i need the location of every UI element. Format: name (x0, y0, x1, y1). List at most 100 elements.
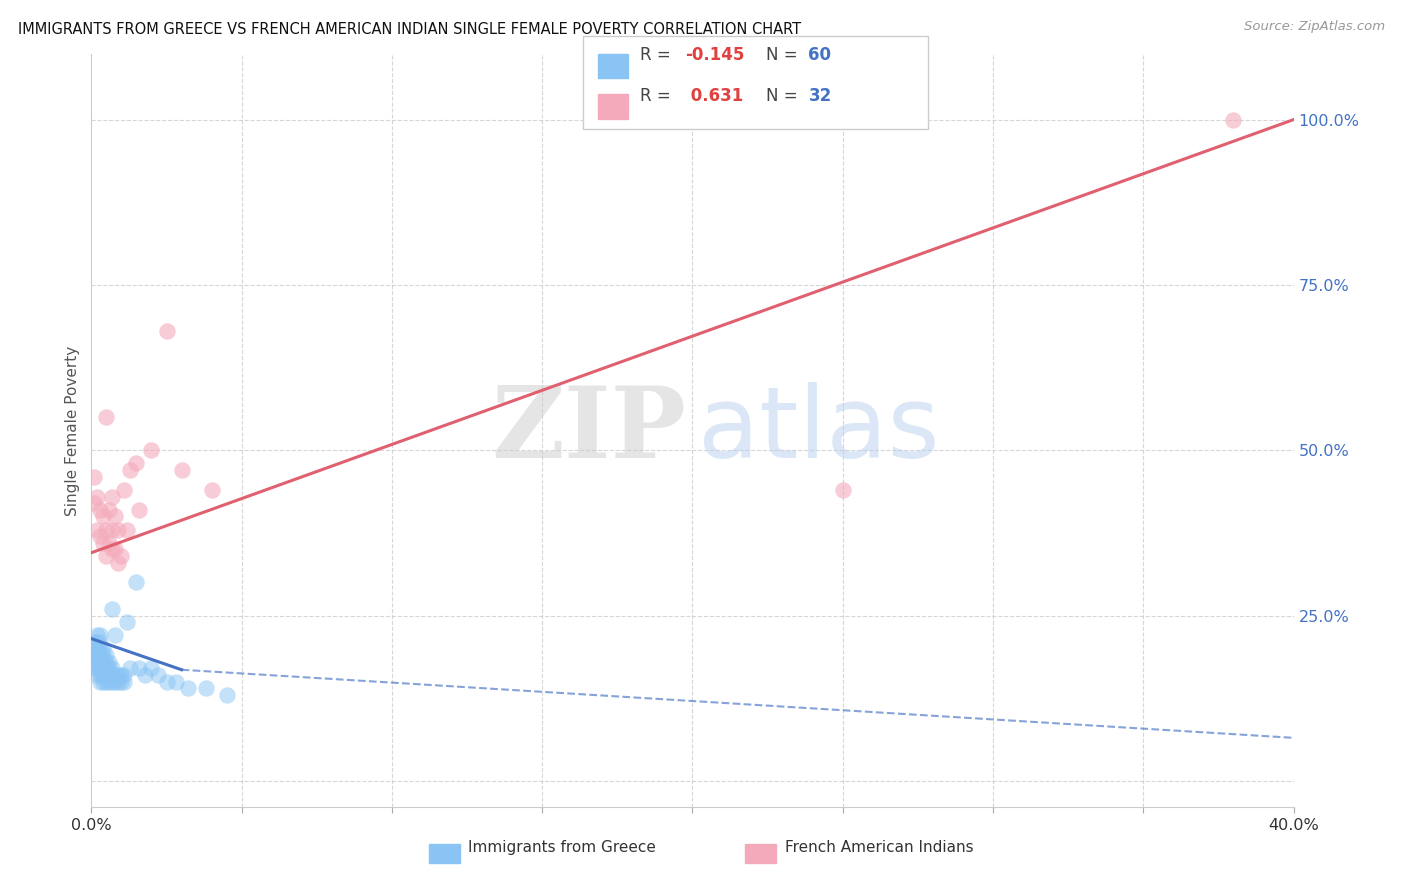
Point (86, 655, 108, 669)
Point (98, 674, 121, 689)
Point (101, 542, 124, 557)
Point (98, 502, 121, 516)
Text: 60: 60 (808, 46, 831, 64)
Point (141, 443, 163, 458)
Point (83, 469, 105, 483)
Point (104, 668, 127, 682)
Point (155, 674, 177, 689)
Point (110, 674, 132, 689)
Point (98, 536, 121, 550)
Point (93, 641, 115, 656)
Point (83, 635, 105, 649)
Point (89, 628, 111, 642)
Point (93, 668, 115, 682)
Y-axis label: Single Female Poverty: Single Female Poverty (65, 345, 80, 516)
Point (107, 668, 129, 682)
Point (104, 628, 127, 642)
Point (831, 483, 853, 497)
Point (96, 655, 118, 669)
Point (101, 668, 124, 682)
Text: N =: N = (766, 87, 803, 105)
Point (89, 502, 111, 516)
Point (101, 490, 124, 504)
Point (170, 463, 193, 477)
Point (89, 648, 111, 663)
Text: Source: ZipAtlas.com: Source: ZipAtlas.com (1244, 20, 1385, 33)
Point (96, 523, 118, 537)
Point (141, 661, 163, 675)
Text: 0.631: 0.631 (685, 87, 742, 105)
Point (93, 674, 115, 689)
Text: Immigrants from Greece: Immigrants from Greece (468, 840, 657, 855)
Point (117, 615, 139, 629)
Point (86, 628, 108, 642)
Point (114, 674, 136, 689)
Point (128, 502, 150, 516)
Point (125, 575, 148, 590)
Text: atlas: atlas (699, 382, 941, 479)
Point (114, 483, 136, 497)
Text: R =: R = (640, 87, 676, 105)
Point (89, 641, 111, 656)
Point (146, 668, 169, 682)
Point (101, 661, 124, 675)
Point (98, 661, 121, 675)
Text: -0.145: -0.145 (685, 46, 744, 64)
Point (104, 674, 127, 689)
Text: IMMIGRANTS FROM GREECE VS FRENCH AMERICAN INDIAN SINGLE FEMALE POVERTY CORRELATI: IMMIGRANTS FROM GREECE VS FRENCH AMERICA… (18, 22, 801, 37)
Point (104, 542, 127, 557)
Point (86, 523, 108, 537)
Point (96, 549, 118, 563)
Point (176, 681, 198, 696)
Point (96, 668, 118, 682)
Point (93, 509, 115, 524)
Point (83, 641, 105, 656)
Point (89, 668, 111, 682)
Point (83, 648, 105, 663)
Point (1222, 112, 1244, 127)
Text: French American Indians: French American Indians (785, 840, 973, 855)
Point (96, 661, 118, 675)
Point (86, 668, 108, 682)
Point (215, 688, 238, 702)
Point (98, 655, 121, 669)
Text: N =: N = (766, 46, 803, 64)
Point (110, 549, 132, 563)
Point (96, 674, 118, 689)
Point (93, 536, 115, 550)
Point (86, 490, 108, 504)
Point (201, 483, 224, 497)
Point (98, 668, 121, 682)
Point (86, 635, 108, 649)
Point (155, 324, 177, 338)
Text: 32: 32 (808, 87, 832, 105)
Point (86, 661, 108, 675)
Point (96, 410, 118, 425)
Point (101, 602, 124, 616)
Point (83, 655, 105, 669)
Text: ZIP: ZIP (492, 382, 686, 479)
Point (107, 523, 129, 537)
Point (89, 674, 111, 689)
Point (110, 668, 132, 682)
Point (89, 655, 111, 669)
Point (165, 674, 187, 689)
Point (89, 635, 111, 649)
Point (114, 668, 136, 682)
Point (86, 641, 108, 656)
Point (134, 668, 156, 682)
Text: R =: R = (640, 46, 676, 64)
Point (93, 648, 115, 663)
Point (194, 681, 217, 696)
Point (101, 674, 124, 689)
Point (96, 648, 118, 663)
Point (120, 463, 142, 477)
Point (128, 661, 150, 675)
Point (89, 529, 111, 543)
Point (93, 661, 115, 675)
Point (120, 661, 142, 675)
Point (93, 655, 115, 669)
Point (83, 496, 105, 510)
Point (107, 674, 129, 689)
Point (86, 648, 108, 663)
